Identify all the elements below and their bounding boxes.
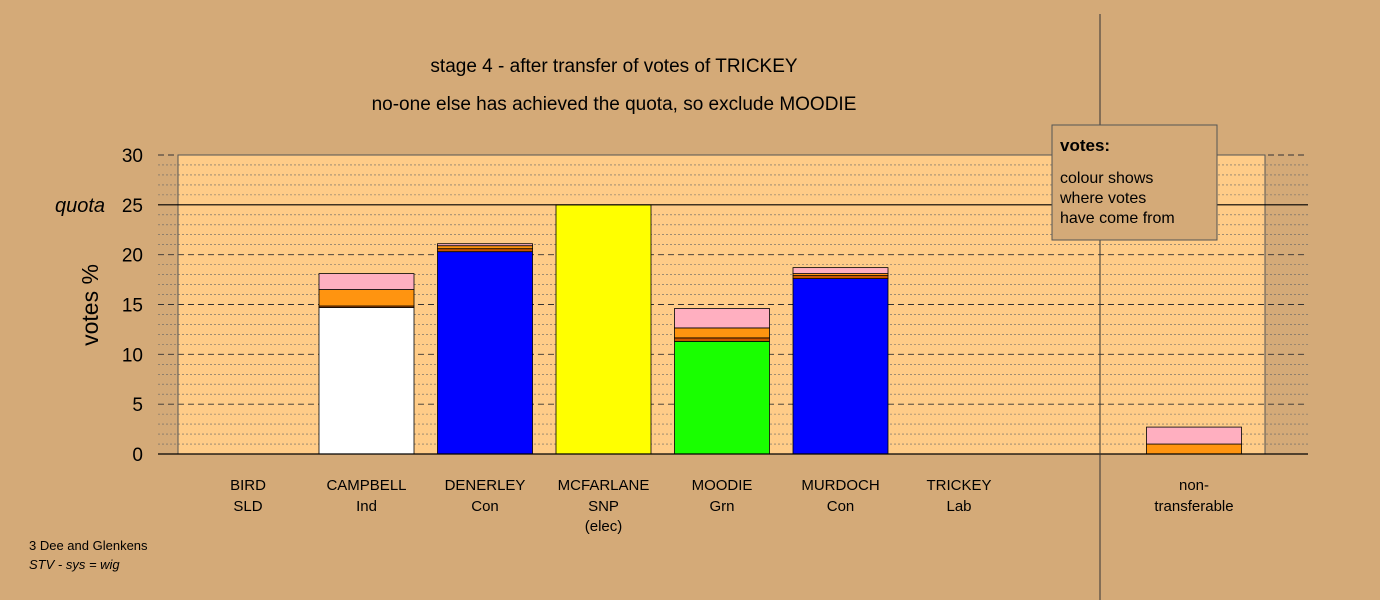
candidate-name-label: CAMPBELL	[326, 477, 406, 494]
bar-segment	[437, 245, 533, 250]
legend-line: have come from	[1060, 210, 1175, 227]
y-tick-labels: 0 5 10 15 20 25 30	[122, 146, 143, 466]
legend-line: where votes	[1059, 190, 1146, 207]
candidate-party-label: Grn	[709, 498, 734, 515]
y-tick-label: 25	[122, 196, 143, 217]
y-tick-label: 5	[132, 395, 143, 416]
bar-mcfarlane	[555, 204, 652, 455]
candidate-party-label: Con	[471, 498, 499, 515]
bar-segment	[437, 251, 533, 455]
bar-segment	[792, 278, 889, 455]
bar-segment	[674, 327, 770, 339]
nontransferable-label: non-	[1179, 477, 1209, 494]
bar-segment	[1146, 426, 1242, 445]
bar-segment	[792, 267, 889, 275]
bar-murdoch	[792, 267, 889, 455]
bar-segment	[792, 275, 889, 279]
candidate-party-label: Lab	[946, 498, 971, 515]
y-tick-label: 15	[122, 296, 143, 317]
candidate-name-label: TRICKEY	[926, 477, 991, 494]
bar-segment	[674, 337, 770, 342]
candidate-name-label: DENERLEY	[445, 477, 526, 494]
bar-segment	[437, 243, 533, 247]
bar-segment	[674, 340, 770, 455]
candidate-name-label: BIRD	[230, 477, 266, 494]
legend-line: colour shows	[1060, 170, 1153, 187]
bar-segment	[1146, 443, 1242, 455]
bar-denerley	[437, 243, 533, 455]
candidate-name-label: MOODIE	[692, 477, 753, 494]
y-tick-label: 20	[122, 246, 143, 267]
quota-label: quota	[55, 195, 105, 217]
bar-nontransferable	[1146, 426, 1242, 455]
candidate-name-label: MCFARLANE	[558, 477, 650, 494]
bars	[318, 204, 1242, 455]
candidate-name-label: MURDOCH	[801, 477, 879, 494]
bar-segment	[318, 289, 415, 307]
bar-segment	[437, 248, 533, 253]
bar-segment	[318, 273, 415, 290]
legend-box	[1051, 124, 1218, 241]
chart-subtitle: no-one else has achieved the quota, so e…	[372, 94, 857, 115]
bar-campbell	[318, 273, 415, 455]
candidate-party-label: Con	[827, 498, 855, 515]
bar-moodie	[674, 308, 770, 455]
bar-segment	[555, 204, 652, 455]
y-tick-label: 30	[122, 146, 143, 167]
legend-title: votes:	[1060, 136, 1110, 155]
candidate-party-label: SLD	[233, 498, 262, 515]
x-tick-labels: BIRD SLD CAMPBELL Ind DENERLEY Con MCFARLANE SN…	[230, 477, 1234, 535]
footer-region: 3 Dee and Glenkens	[29, 538, 148, 553]
y-axis-label: votes %	[77, 264, 103, 346]
candidate-party-label: SNP	[588, 498, 619, 515]
legend: votes: colour shows where votes have com…	[1051, 124, 1218, 241]
candidate-note-label: (elec)	[585, 518, 623, 535]
chart-title: stage 4 - after transfer of votes of TRI…	[430, 56, 797, 77]
y-tick-label: 0	[132, 445, 143, 466]
candidate-party-label: Ind	[356, 498, 377, 515]
footer-system: STV - sys = wig	[29, 557, 120, 572]
bar-segment	[674, 308, 770, 329]
y-tick-label: 10	[122, 345, 143, 366]
bar-segment	[318, 307, 415, 455]
nontransferable-label: transferable	[1154, 498, 1233, 515]
